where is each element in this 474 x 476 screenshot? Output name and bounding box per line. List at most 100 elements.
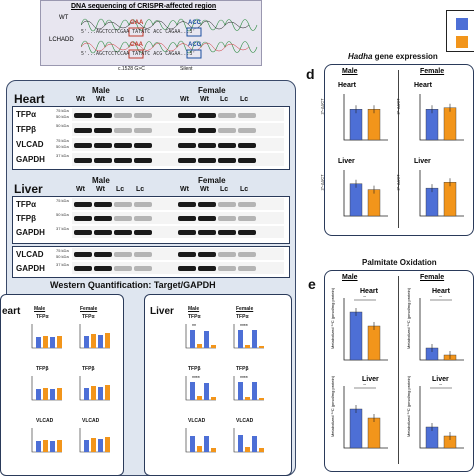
bar <box>367 417 381 449</box>
blot-row-label: VLCAD <box>16 140 44 149</box>
mini-bar <box>252 382 257 400</box>
panel-e-letter: e <box>308 276 316 292</box>
lane-label: Lc <box>116 186 125 193</box>
mini-bar <box>84 336 89 348</box>
blot-band <box>238 127 256 133</box>
blot-band <box>74 216 92 221</box>
blot-band <box>114 266 132 271</box>
quant-protein-label: TFPα <box>82 314 95 320</box>
mini-bar <box>43 388 48 400</box>
blot-band <box>198 230 216 235</box>
bar <box>349 408 363 449</box>
heart-blot-title: Heart <box>14 92 45 106</box>
codon1-wt: GAA <box>130 20 144 26</box>
mini-bar <box>211 448 216 452</box>
blot-band <box>114 230 132 235</box>
bar-chart <box>419 170 464 217</box>
panel-e-female: Female <box>420 274 445 281</box>
blot-band <box>198 202 216 207</box>
lane-label: Wt <box>96 186 105 193</box>
mini-bar-chart <box>31 428 62 453</box>
lane-label: Wt <box>200 96 209 103</box>
mini-bar <box>197 446 202 452</box>
mini-sig: ** <box>192 324 196 330</box>
blot-band <box>178 216 196 221</box>
quant-heart-male: Male <box>34 306 46 312</box>
bar <box>425 109 439 141</box>
blot-band <box>94 230 112 235</box>
bar-chart <box>343 94 388 141</box>
blot-row-label: TFPα <box>16 110 37 119</box>
blot-band <box>198 266 216 271</box>
bar <box>349 183 363 217</box>
panel-d-letter: d <box>306 66 315 82</box>
mutation-note: c.1528 G>C <box>118 66 145 72</box>
panel-e-heart-f: Heart <box>432 288 450 295</box>
bar-chart <box>419 94 464 141</box>
panel-e-title: Palmitate Oxidation <box>362 258 437 267</box>
panel-e-liver-m: Liver <box>362 376 379 383</box>
blot-band <box>238 216 256 221</box>
blot-band <box>218 216 236 221</box>
bar <box>367 325 381 361</box>
bar-chart: * <box>343 296 388 361</box>
dna-title: DNA sequencing of CRISPR-affected region <box>71 3 217 10</box>
mini-bar <box>190 436 195 452</box>
blot-band <box>94 216 112 221</box>
blot-band <box>218 157 236 163</box>
mini-bar <box>57 440 62 452</box>
blot-band <box>114 127 132 133</box>
mini-bar <box>50 441 55 452</box>
mini-bar <box>245 447 250 452</box>
mini-bar <box>238 330 243 348</box>
blot-band <box>238 157 256 163</box>
mini-bar-chart: ** <box>185 324 216 349</box>
panel-d-title: Hadha gene expression <box>348 52 438 61</box>
quant-liver-female: Female <box>236 306 254 312</box>
kda-marker: 37 kDa <box>56 262 69 267</box>
mini-bar <box>98 439 103 452</box>
blot-band <box>238 266 256 271</box>
bar <box>349 311 363 361</box>
lane-label: Lc <box>240 96 249 103</box>
quant-protein-label: VLCAD <box>236 418 254 424</box>
sig-marker: * <box>363 384 366 390</box>
mini-bar-chart: **** <box>185 376 216 401</box>
kda-marker: 50 kDa <box>56 123 69 128</box>
mini-bar <box>204 331 209 348</box>
blot-band <box>218 266 236 271</box>
heart-female-label: Female <box>198 86 226 95</box>
liver-blot-title: Liver <box>14 182 43 196</box>
panel-d-ylabel: 2^-ΔΔCT <box>319 174 325 191</box>
codon2-lc: ACG <box>188 42 202 48</box>
mini-bar <box>211 345 216 348</box>
blot-band <box>198 142 216 148</box>
blot-band <box>74 112 92 118</box>
blot-band <box>134 112 152 118</box>
quant-protein-label: VLCAD <box>188 418 206 424</box>
lane-label: Wt <box>96 96 105 103</box>
blot-band <box>94 157 112 163</box>
quant-heart-female: Female <box>80 306 98 312</box>
legend-wt-swatch <box>456 18 468 30</box>
lane-label: Wt <box>180 186 189 193</box>
panel-d-liver-f: Liver <box>414 158 431 165</box>
blot-band <box>178 157 196 163</box>
mini-bar <box>211 397 216 400</box>
blot-band <box>114 202 132 207</box>
blot-band <box>94 266 112 271</box>
mini-bar <box>245 397 250 400</box>
blot-band <box>178 142 196 148</box>
blot-band <box>238 142 256 148</box>
quant-protein-label: TFPβ <box>36 366 49 372</box>
blot-band <box>74 266 92 271</box>
bar <box>443 107 457 141</box>
quant-liver-title: Liver <box>150 306 174 317</box>
panel-e-divider <box>398 276 399 464</box>
quant-heart-title: eart <box>2 306 21 317</box>
blot-band <box>74 157 92 163</box>
kda-marker: 75 kDa <box>56 248 69 253</box>
lane-label: Lc <box>136 186 145 193</box>
lane-label: Wt <box>200 186 209 193</box>
chromatogram-traces <box>81 18 258 59</box>
